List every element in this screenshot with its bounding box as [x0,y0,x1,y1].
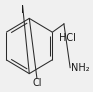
Text: HCl: HCl [60,33,76,43]
Text: NH₂: NH₂ [71,63,90,73]
Text: I: I [21,5,24,15]
Text: Cl: Cl [32,78,42,88]
